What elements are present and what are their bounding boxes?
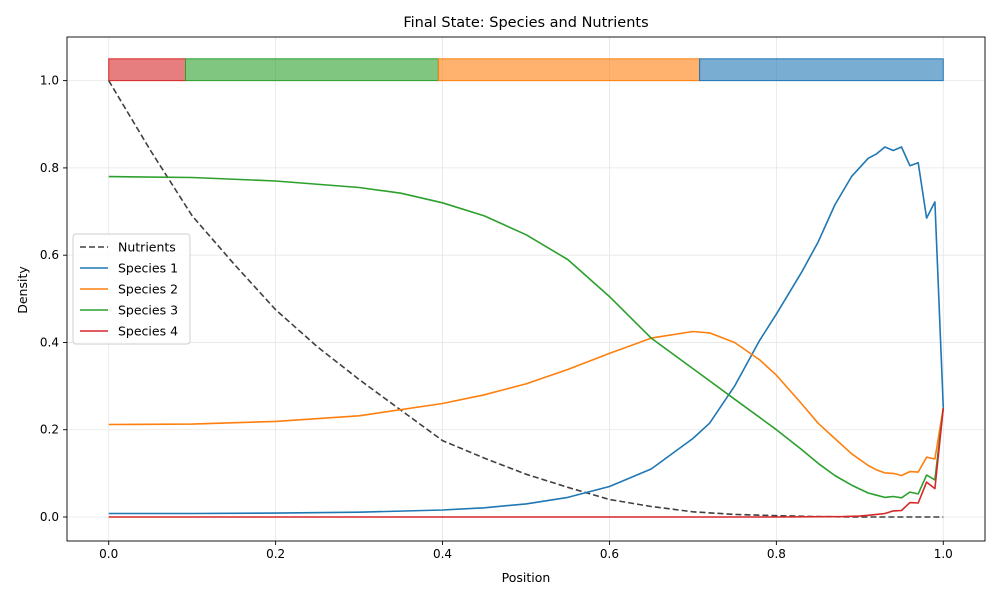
x-tick-label: 0.2 — [266, 547, 285, 561]
y-tick-label: 0.0 — [40, 510, 59, 524]
legend-label: Species 3 — [118, 303, 178, 318]
axis-ticks: 0.0 0.2 0.4 0.6 0.8 1.0 0.0 0.2 0.4 0.6 0.8 1.0 — [40, 74, 953, 561]
axes-frame — [66, 36, 986, 542]
legend-label: Species 4 — [118, 324, 178, 339]
legend-label: Species 2 — [118, 282, 178, 297]
chart-title: Final State: Species and Nutrients — [403, 15, 648, 31]
dominance-bands — [108, 58, 944, 82]
legend: Nutrients Species 1 Species 2 Species 3 Spec… — [72, 233, 191, 345]
dominance-band-species-2 — [437, 58, 701, 82]
x-tick-label: 0.0 — [99, 547, 118, 561]
dominance-band-species-3 — [185, 58, 439, 82]
series-line-species-4 — [108, 407, 945, 518]
x-tick-label: 1.0 — [934, 547, 953, 561]
dominance-band-species-4 — [108, 58, 187, 82]
x-tick-label: 0.6 — [600, 547, 619, 561]
series-line-species-1 — [108, 146, 945, 515]
y-tick-label: 0.8 — [40, 161, 59, 175]
x-tick-label: 0.4 — [433, 547, 452, 561]
y-tick-label: 0.6 — [40, 248, 59, 262]
x-axis-label: Position — [502, 570, 551, 585]
y-tick-label: 1.0 — [40, 74, 59, 88]
legend-label: Species 1 — [118, 261, 178, 276]
y-tick-label: 0.2 — [40, 423, 59, 437]
series-lines — [108, 80, 945, 518]
y-axis-label: Density — [15, 266, 30, 314]
dominance-band-species-1 — [699, 58, 944, 82]
y-tick-label: 0.4 — [40, 335, 59, 349]
series-line-species-3 — [108, 175, 945, 499]
legend-label: Nutrients — [118, 240, 176, 255]
legend-box — [72, 233, 191, 345]
x-tick-label: 0.8 — [767, 547, 786, 561]
series-line-species-2 — [108, 330, 945, 477]
